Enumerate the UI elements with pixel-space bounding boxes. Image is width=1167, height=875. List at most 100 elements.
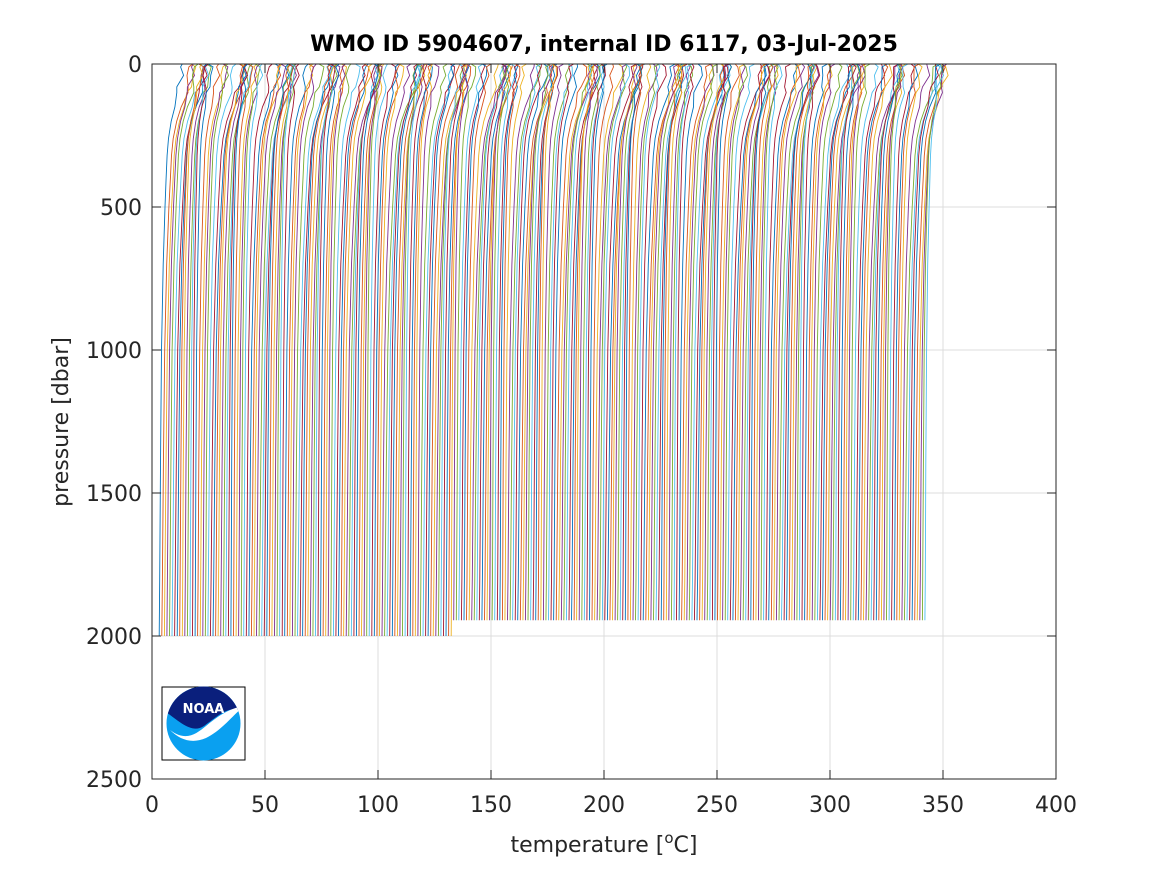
temperature-profile-line	[350, 63, 379, 637]
temperature-profile-line	[501, 63, 521, 621]
temperature-profile-line	[419, 63, 448, 637]
temperature-profile-line	[325, 63, 347, 637]
temperature-profile-line	[614, 63, 638, 621]
temperature-profile-line	[734, 63, 767, 621]
temperature-profile-line	[880, 63, 907, 621]
temperature-profile-line	[204, 63, 229, 637]
temperature-profile-line	[629, 63, 652, 621]
temperature-profile-line	[279, 63, 297, 637]
temperature-profile-line	[888, 63, 909, 621]
temperature-profile-line	[763, 63, 783, 621]
temperature-profile-line	[814, 63, 843, 621]
noaa-logo: NOAA	[161, 686, 246, 761]
temperature-profile-line	[732, 63, 767, 621]
temperature-profile-line	[530, 63, 554, 621]
temperature-profile-line	[535, 63, 558, 621]
temperature-profile-line	[338, 63, 369, 637]
temperature-profile-line	[256, 63, 287, 637]
y-tick-label: 2000	[86, 625, 142, 650]
temperature-profile-line	[550, 63, 574, 621]
x-tick-label: 250	[696, 793, 738, 818]
temperature-profile-line	[327, 63, 346, 637]
temperature-profile-line	[804, 63, 828, 621]
temperature-profile-line	[742, 63, 775, 621]
temperature-profile-line	[307, 63, 337, 637]
temperature-profile-line	[545, 63, 570, 621]
temperature-profile-line	[601, 63, 631, 621]
temperature-profile-line	[161, 63, 193, 637]
temperature-profile-line	[752, 63, 774, 621]
temperature-profile-line	[591, 63, 614, 621]
temperature-profile-line	[532, 63, 558, 621]
temperature-profile-line	[870, 63, 901, 621]
temperature-profile-line	[517, 63, 549, 621]
temperature-profile-line	[865, 63, 901, 621]
temperature-profile-line	[719, 63, 746, 621]
temperature-profile-line	[783, 63, 815, 621]
temperature-profile-line	[243, 63, 264, 637]
temperature-profile-line	[322, 63, 346, 637]
logo-sky	[166, 686, 241, 729]
temperature-profile-line	[330, 63, 352, 637]
temperature-profile-line	[576, 63, 595, 621]
temperature-profile-line	[816, 63, 851, 621]
temperature-profile-line	[166, 63, 195, 637]
temperature-profile-line	[207, 63, 237, 637]
temperature-profile-line	[647, 63, 680, 621]
temperature-profile-line	[414, 63, 433, 637]
temperature-profile-line	[368, 63, 388, 637]
temperature-profile-line	[417, 63, 440, 637]
temperature-profile-line	[484, 63, 514, 621]
temperature-profile-line	[924, 63, 944, 621]
temperature-profile-line	[653, 63, 682, 621]
temperature-profile-line	[558, 63, 594, 621]
temperature-profile-line	[563, 63, 592, 621]
temperature-profile-line	[361, 63, 385, 637]
temperature-profile-line	[494, 63, 516, 621]
temperature-profile-line	[460, 63, 486, 621]
temperature-profile-line	[402, 63, 422, 637]
temperature-profile-line	[540, 63, 557, 621]
temperature-profile-line	[184, 63, 209, 637]
temperature-profile-line	[215, 63, 247, 637]
temperature-profile-line	[681, 63, 712, 621]
temperature-profile-line	[717, 63, 740, 621]
temperature-profile-line	[491, 63, 510, 621]
temperature-profile-line	[750, 63, 770, 621]
temperature-profile-line	[901, 63, 931, 621]
temperature-profile-line	[422, 63, 454, 637]
temperature-profile-line	[163, 63, 197, 637]
temperature-profile-line	[355, 63, 380, 637]
temperature-profile-line	[903, 63, 939, 621]
temperature-profile-line	[775, 63, 806, 621]
temperature-profile-line	[729, 63, 763, 621]
temperature-profile-line	[343, 63, 373, 637]
ticks: 0 50 100 150 200 250 300 350 400 0 500 1000 1500 2000…	[86, 53, 1077, 818]
temperature-profile-line	[302, 63, 333, 637]
temperature-profile-line	[855, 63, 886, 621]
temperature-profile-line	[425, 63, 456, 637]
temperature-profile-line	[891, 63, 916, 621]
temperature-profile-line	[363, 63, 383, 637]
temperature-profile-line	[594, 63, 624, 621]
temperature-profile-line	[186, 63, 212, 637]
temperature-profile-line	[248, 63, 281, 637]
temperature-profile-line	[691, 63, 724, 621]
x-tick-label: 350	[922, 793, 964, 818]
temperature-profile-line	[489, 63, 508, 621]
temperature-profile-line	[791, 63, 818, 621]
temperature-profile-line	[906, 63, 941, 621]
temperature-profile-line	[565, 63, 595, 621]
temperature-profile-line	[873, 63, 900, 621]
temperature-profile-line	[335, 63, 367, 637]
profiles	[158, 63, 949, 637]
temperature-profile-line	[612, 63, 639, 621]
temperature-profile-line	[916, 63, 949, 621]
temperature-profile-line	[686, 63, 715, 621]
temperature-profile-line	[458, 63, 484, 621]
temperature-profile-line	[758, 63, 780, 621]
temperature-profile-line	[699, 63, 725, 621]
temperature-profile-line	[842, 63, 867, 621]
temperature-profile-line	[340, 63, 370, 637]
temperature-profile-line	[839, 63, 862, 621]
